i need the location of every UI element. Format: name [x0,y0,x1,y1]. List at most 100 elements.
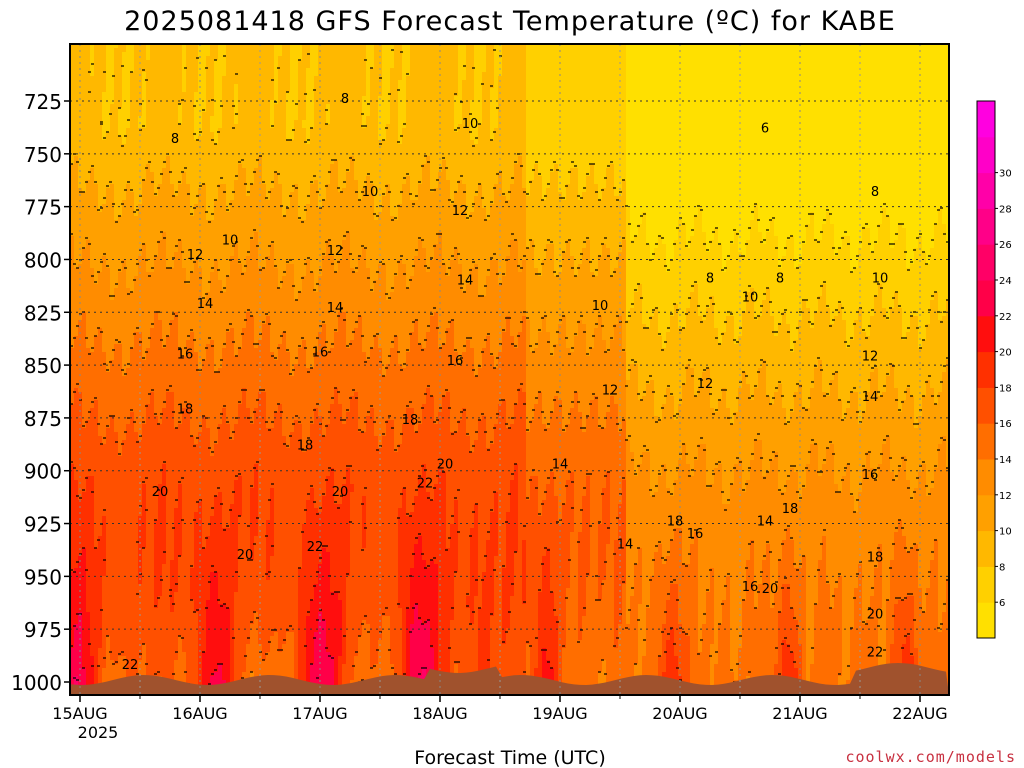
colorbar-label: 18 [999,383,1012,394]
contour-label: 22 [417,476,434,491]
colorbar-swatch [977,208,995,245]
colorbar-swatch [977,351,995,388]
colorbar-swatch [977,244,995,281]
colorbar-label: 14 [999,455,1012,466]
contour-label: 20 [237,548,254,563]
plot-frame [69,43,950,696]
contour-label: 16 [742,580,759,595]
contour-label: 16 [862,468,879,483]
contour-label: 6 [761,121,769,136]
y-axis: 725 750 775 800 825 850 875 900 925 950 975 1000 [11,90,70,695]
contour-label: 20 [867,607,884,622]
colorbar-swatch [977,423,995,460]
contour-label: 12 [452,204,469,219]
colorbar-swatch [977,315,995,353]
plot-area: 8 8 10 10 10 12 12 12 14 14 14 16 16 16 18 18 18 20 20 20 20… [70,44,949,695]
contour-label: 10 [462,117,479,132]
y-tick-label: 775 [24,196,62,220]
contour-label: 18 [402,413,419,428]
colorbar-swatch [977,494,995,532]
contour-label: 12 [862,350,879,365]
contour-label: 8 [171,132,179,147]
colorbar-swatch [977,602,995,639]
colorbar-swatch [977,459,995,496]
colorbar-label: 22 [999,312,1012,323]
y-tick-label: 725 [24,90,62,114]
y-tick-label: 925 [24,513,62,537]
colorbar-swatch [977,172,995,209]
x-tick-label: 20AUG [652,704,707,723]
contour-label: 12 [697,377,714,392]
credit-text: coolwx.com/models [845,748,1016,766]
x-tick-label: 16AUG [172,704,227,723]
contour-label: 18 [177,402,194,417]
y-tick-label: 975 [24,618,62,642]
contour-label: 14 [862,390,879,405]
contour-label: 14 [617,538,634,553]
contour-label: 8 [341,92,349,107]
x-tick-label: 21AUG [772,704,827,723]
colorbar-swatch [977,280,995,317]
colorbar-frame [976,100,996,639]
colorbar-label: 24 [999,276,1012,287]
contour-label: 10 [742,290,759,305]
contour-label: 22 [867,645,884,660]
colorbar-swatch [977,136,995,174]
contour-labels: 8 8 10 10 10 12 12 12 14 14 14 16 16 16 18 18 18 20 20 20 20… [122,92,889,673]
contour-label: 14 [457,274,474,289]
contour-label: 12 [327,244,344,259]
contour-lines [70,49,949,695]
contour-label: 20 [152,485,169,500]
x-tick-label: 17AUG [292,704,347,723]
contour-label: 16 [312,345,329,360]
contour-label: 8 [706,271,714,286]
contour-label: 18 [297,438,314,453]
y-tick-label: 875 [24,407,62,431]
chart-title: 2025081418 GFS Forecast Temperature (ºC)… [124,6,896,37]
colorbar-label: 26 [999,240,1012,251]
contour-label: 14 [327,301,344,316]
contour-label: 22 [307,540,324,555]
terrain-fill [70,663,949,695]
contour-label: 14 [197,297,214,312]
y-tick-label: 800 [24,248,62,272]
contour-label: 16 [447,354,464,369]
x-tick-sublabel: 2025 [78,723,119,742]
contour-label: 10 [592,299,609,314]
y-tick-label: 950 [24,565,62,589]
contour-label: 18 [782,502,799,517]
contour-label: 8 [871,185,879,200]
colorbar-label: 10 [999,527,1012,538]
contour-label: 12 [602,383,619,398]
y-tick-label: 1000 [11,671,62,695]
colorbar-label: 28 [999,204,1012,215]
x-tick-label: 22AUG [892,704,947,723]
contour-label: 18 [867,550,884,565]
colorbar-swatch [977,530,995,567]
colorbar-label: 30 [999,169,1012,180]
colorbar-swatch [977,387,995,424]
contour-label: 12 [187,248,204,263]
contour-label: 8 [776,271,784,286]
contour-label: 22 [122,658,139,673]
x-tick-label: 15AUG [52,704,107,723]
colorbar-swatch [977,101,995,138]
grid-lines [70,44,949,695]
temperature-bands [70,44,949,695]
colorbar-label: 16 [999,419,1012,430]
contour-label: 20 [437,457,454,472]
colorbar-label: 12 [999,491,1012,502]
x-tick-label: 19AUG [532,704,587,723]
colorbar-label: 8 [999,562,1005,573]
contour-label: 10 [362,185,379,200]
colorbar-label: 6 [999,598,1005,609]
contour-label: 18 [667,514,684,529]
contour-label: 20 [332,485,349,500]
colorbar: 6 8 10 12 14 16 18 20 22 24 26 28 30 [976,100,1012,639]
contour-label: 20 [762,582,779,597]
y-tick-label: 750 [24,143,62,167]
x-tick-label: 18AUG [412,704,467,723]
contour-label: 16 [177,348,194,363]
